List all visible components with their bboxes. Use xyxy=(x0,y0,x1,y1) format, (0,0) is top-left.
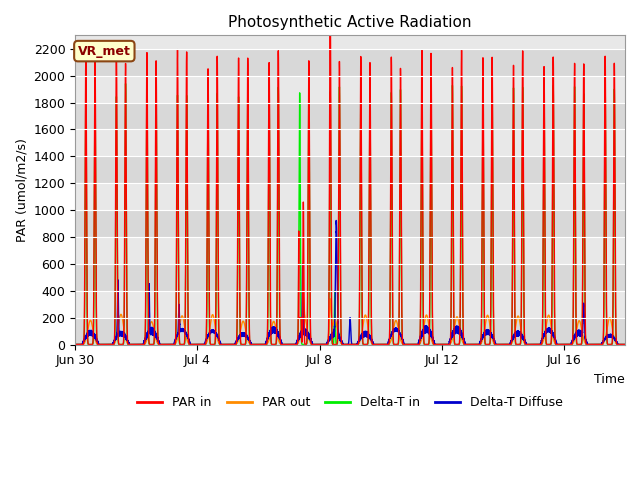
Delta-T Diffuse xyxy=(71,342,79,348)
Delta-T Diffuse xyxy=(332,217,340,223)
Delta-T in xyxy=(621,342,629,348)
Bar xyxy=(75,291,625,318)
PAR in xyxy=(71,342,79,348)
PAR in xyxy=(525,342,533,348)
PAR in xyxy=(505,342,513,348)
Delta-T Diffuse xyxy=(484,327,492,333)
Delta-T in xyxy=(505,342,513,348)
Y-axis label: PAR (umol/m2/s): PAR (umol/m2/s) xyxy=(15,138,28,242)
Bar xyxy=(75,264,625,291)
Delta-T Diffuse xyxy=(511,333,518,339)
Bar xyxy=(75,76,625,103)
PAR out xyxy=(303,324,310,329)
PAR out xyxy=(505,342,513,348)
PAR out xyxy=(621,342,629,348)
PAR in xyxy=(511,223,518,228)
Line: PAR in: PAR in xyxy=(75,0,625,345)
Delta-T in xyxy=(525,342,533,348)
Title: Photosynthetic Active Radiation: Photosynthetic Active Radiation xyxy=(228,15,472,30)
Delta-T in xyxy=(287,342,295,348)
Bar xyxy=(75,237,625,264)
Bar xyxy=(75,318,625,345)
Delta-T Diffuse xyxy=(505,342,513,348)
Delta-T Diffuse xyxy=(621,342,629,348)
Delta-T in xyxy=(511,250,518,256)
PAR in xyxy=(303,340,310,346)
Bar xyxy=(75,183,625,210)
PAR in xyxy=(621,342,629,348)
PAR out xyxy=(287,342,295,348)
Line: Delta-T in: Delta-T in xyxy=(75,84,625,345)
Delta-T Diffuse xyxy=(525,342,533,348)
Delta-T in xyxy=(484,342,492,348)
Bar xyxy=(75,130,625,156)
Delta-T in xyxy=(305,81,313,86)
X-axis label: Time: Time xyxy=(595,373,625,386)
Bar xyxy=(75,49,625,76)
PAR out xyxy=(300,295,307,300)
PAR in xyxy=(484,342,492,348)
PAR out xyxy=(484,312,492,318)
PAR out xyxy=(511,331,518,337)
Delta-T Diffuse xyxy=(303,330,310,336)
Text: VR_met: VR_met xyxy=(78,45,131,58)
Legend: PAR in, PAR out, Delta-T in, Delta-T Diffuse: PAR in, PAR out, Delta-T in, Delta-T Dif… xyxy=(132,391,568,414)
Bar xyxy=(75,210,625,237)
Bar xyxy=(75,156,625,183)
PAR in xyxy=(287,342,295,348)
Delta-T Diffuse xyxy=(287,342,295,348)
Line: PAR out: PAR out xyxy=(75,298,625,345)
Delta-T in xyxy=(71,342,79,348)
PAR out xyxy=(71,342,79,348)
Line: Delta-T Diffuse: Delta-T Diffuse xyxy=(75,220,625,345)
PAR out xyxy=(525,342,533,348)
Delta-T in xyxy=(303,341,310,347)
Bar xyxy=(75,103,625,130)
